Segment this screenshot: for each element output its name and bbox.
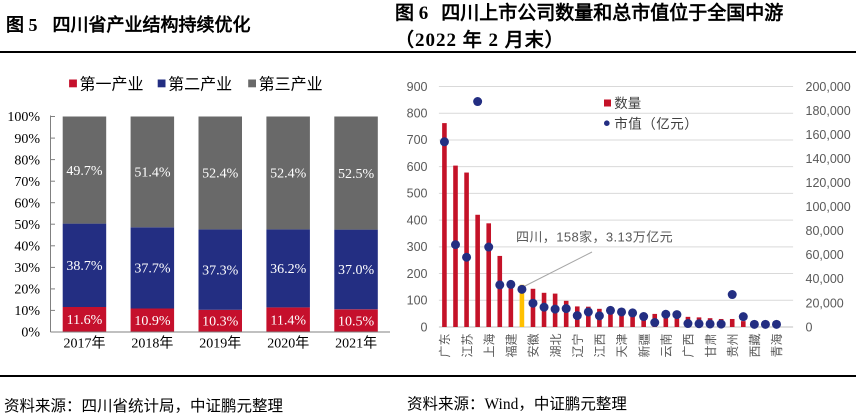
svg-text:2017年: 2017年 bbox=[64, 336, 106, 352]
svg-text:49.7%: 49.7% bbox=[66, 164, 103, 179]
svg-text:120,000: 120,000 bbox=[806, 176, 851, 190]
svg-text:江西: 江西 bbox=[593, 334, 607, 358]
svg-text:60,000: 60,000 bbox=[806, 248, 844, 262]
svg-text:100: 100 bbox=[407, 294, 428, 308]
svg-text:900: 900 bbox=[407, 80, 428, 94]
svg-text:上海: 上海 bbox=[481, 334, 496, 358]
svg-text:湖北: 湖北 bbox=[548, 334, 563, 358]
svg-text:数量: 数量 bbox=[614, 96, 641, 111]
svg-text:四川，158家，3.13万亿元: 四川，158家，3.13万亿元 bbox=[516, 230, 673, 245]
svg-text:40,000: 40,000 bbox=[806, 272, 844, 286]
svg-text:10.3%: 10.3% bbox=[202, 315, 239, 330]
svg-text:36.2%: 36.2% bbox=[270, 262, 307, 277]
svg-text:安徽: 安徽 bbox=[526, 334, 541, 358]
svg-text:180,000: 180,000 bbox=[806, 104, 851, 118]
svg-text:福建: 福建 bbox=[504, 334, 519, 358]
svg-text:52.4%: 52.4% bbox=[270, 167, 307, 182]
svg-text:20,000: 20,000 bbox=[806, 296, 844, 310]
svg-text:52.5%: 52.5% bbox=[338, 167, 375, 182]
svg-text:2021年: 2021年 bbox=[335, 336, 377, 352]
svg-text:贵州: 贵州 bbox=[726, 334, 740, 358]
svg-text:新疆: 新疆 bbox=[636, 334, 651, 358]
svg-text:0: 0 bbox=[421, 320, 428, 334]
svg-text:11.4%: 11.4% bbox=[270, 313, 306, 328]
svg-text:江苏: 江苏 bbox=[460, 334, 474, 358]
svg-text:10.5%: 10.5% bbox=[338, 314, 375, 329]
svg-text:100%: 100% bbox=[7, 110, 40, 125]
svg-text:400: 400 bbox=[407, 213, 428, 227]
svg-text:80,000: 80,000 bbox=[806, 224, 844, 238]
svg-text:市值（亿元）: 市值（亿元） bbox=[614, 115, 698, 131]
svg-text:140,000: 140,000 bbox=[806, 152, 851, 166]
svg-text:广东: 广东 bbox=[438, 334, 452, 358]
svg-text:西藏: 西藏 bbox=[748, 334, 762, 358]
svg-text:80%: 80% bbox=[14, 153, 40, 168]
svg-text:37.3%: 37.3% bbox=[202, 263, 239, 278]
svg-text:20%: 20% bbox=[14, 283, 40, 298]
svg-text:38.7%: 38.7% bbox=[66, 259, 103, 274]
svg-text:11.6%: 11.6% bbox=[67, 313, 103, 328]
svg-text:60%: 60% bbox=[14, 196, 40, 211]
svg-text:500: 500 bbox=[407, 187, 428, 201]
svg-text:160,000: 160,000 bbox=[806, 128, 851, 142]
svg-text:第三产业: 第三产业 bbox=[259, 76, 323, 94]
svg-text:2019年: 2019年 bbox=[199, 336, 241, 352]
svg-text:2020年: 2020年 bbox=[267, 336, 309, 352]
svg-text:第一产业: 第一产业 bbox=[80, 76, 144, 94]
svg-text:90%: 90% bbox=[14, 132, 40, 147]
svg-text:0%: 0% bbox=[21, 326, 40, 341]
svg-text:10%: 10% bbox=[14, 304, 40, 319]
svg-text:200: 200 bbox=[407, 267, 428, 281]
svg-text:云南: 云南 bbox=[659, 334, 674, 358]
svg-text:600: 600 bbox=[407, 160, 428, 174]
svg-text:800: 800 bbox=[407, 107, 428, 121]
svg-text:52.4%: 52.4% bbox=[202, 167, 239, 182]
svg-text:70%: 70% bbox=[14, 175, 40, 190]
svg-text:40%: 40% bbox=[14, 240, 40, 255]
svg-text:第二产业: 第二产业 bbox=[168, 76, 232, 94]
svg-text:300: 300 bbox=[407, 240, 428, 254]
svg-text:广西: 广西 bbox=[682, 334, 696, 358]
svg-text:0: 0 bbox=[806, 320, 813, 334]
svg-text:200,000: 200,000 bbox=[806, 80, 851, 94]
svg-text:37.7%: 37.7% bbox=[134, 262, 171, 277]
svg-text:100,000: 100,000 bbox=[806, 200, 851, 214]
svg-text:10.9%: 10.9% bbox=[134, 314, 171, 329]
svg-text:700: 700 bbox=[407, 133, 428, 147]
svg-text:51.4%: 51.4% bbox=[134, 166, 171, 181]
svg-text:37.0%: 37.0% bbox=[338, 263, 375, 278]
svg-text:50%: 50% bbox=[14, 218, 40, 233]
svg-text:天津: 天津 bbox=[615, 334, 629, 358]
svg-text:30%: 30% bbox=[14, 261, 40, 276]
svg-text:2018年: 2018年 bbox=[131, 336, 173, 352]
svg-text:甘肃: 甘肃 bbox=[704, 334, 718, 358]
svg-text:辽宁: 辽宁 bbox=[570, 334, 585, 358]
svg-text:青海: 青海 bbox=[769, 334, 784, 358]
